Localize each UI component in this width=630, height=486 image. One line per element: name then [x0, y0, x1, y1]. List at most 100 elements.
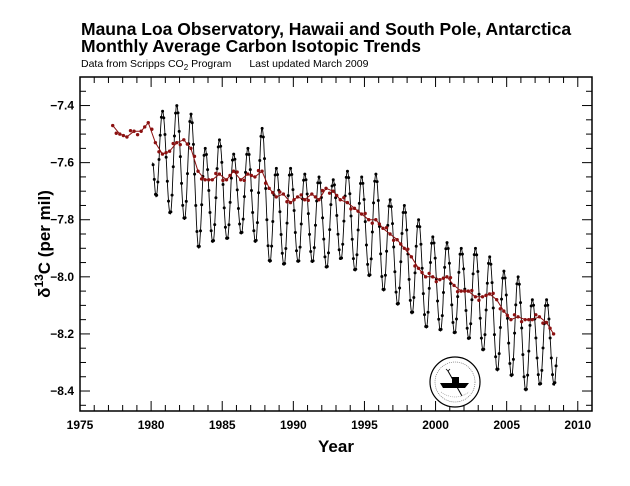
mauna-loa-point: [263, 157, 267, 161]
mauna-loa-point: [487, 261, 491, 265]
mauna-loa-point: [260, 126, 264, 130]
south-pole-point: [438, 277, 442, 282]
mauna-loa-point: [459, 246, 463, 250]
x-tick-label: 1980: [138, 418, 165, 432]
mauna-loa-point: [456, 295, 460, 299]
mauna-loa-point: [231, 158, 235, 162]
mauna-loa-point: [249, 189, 253, 193]
mauna-loa-point: [458, 252, 462, 256]
plot-frame: [79, 76, 593, 412]
mauna-loa-point: [502, 269, 506, 273]
mauna-loa-point: [359, 182, 363, 186]
mauna-loa-point: [245, 152, 249, 156]
mauna-loa-point: [318, 181, 322, 185]
south-pole-point: [242, 178, 246, 183]
x-tick-label: 1985: [209, 418, 236, 432]
south-pole-point: [402, 246, 406, 250]
south-pole-point: [502, 309, 506, 313]
y-tick-label: −8.4: [50, 384, 74, 398]
south-pole-point: [512, 313, 517, 317]
south-pole-point: [381, 226, 385, 230]
south-pole-point: [441, 276, 446, 280]
south-pole-point: [185, 142, 190, 146]
mauna-loa-point: [514, 303, 518, 307]
mauna-loa-point: [522, 375, 526, 379]
mauna-loa-point: [204, 152, 208, 156]
mauna-loa-point: [247, 152, 251, 156]
mauna-loa-point: [548, 336, 552, 340]
south-pole-point: [182, 138, 186, 142]
mauna-loa-point: [306, 212, 310, 216]
mauna-loa-point: [382, 287, 386, 291]
south-pole-point: [274, 195, 278, 199]
mauna-loa-point: [543, 304, 547, 308]
mauna-loa-point: [541, 346, 545, 350]
mauna-loa-point: [551, 373, 555, 377]
mauna-loa-point: [385, 249, 389, 253]
mauna-loa-point: [366, 262, 370, 266]
mauna-loa-point: [536, 373, 540, 377]
mauna-loa-point: [305, 192, 309, 196]
mauna-loa-point: [451, 320, 455, 324]
mauna-loa-point: [162, 116, 166, 120]
mauna-loa-point: [246, 146, 250, 150]
mauna-loa-point: [217, 138, 221, 142]
south-pole-point: [121, 133, 126, 138]
mauna-loa-point: [322, 237, 326, 241]
source-suffix: Program: [188, 58, 232, 70]
mauna-loa-point: [274, 166, 278, 170]
mauna-loa-point: [200, 203, 204, 207]
south-pole-point: [534, 313, 538, 317]
mauna-loa-point: [407, 277, 411, 281]
south-pole-point: [125, 135, 129, 139]
mauna-loa-point: [444, 247, 448, 251]
south-pole-point: [203, 178, 207, 182]
mauna-loa-point: [341, 242, 345, 246]
mauna-loa-point: [471, 272, 475, 276]
south-pole-point: [288, 200, 293, 205]
south-pole-point: [292, 198, 296, 202]
south-pole-point: [384, 226, 389, 230]
mauna-loa-point: [194, 204, 198, 208]
south-pole-point: [285, 200, 289, 204]
mauna-loa-point: [279, 232, 283, 236]
mauna-loa-point: [476, 269, 480, 273]
mauna-loa-point: [505, 316, 509, 320]
south-pole-point: [150, 127, 154, 131]
south-pole-point: [480, 295, 485, 299]
mauna-loa-point: [244, 170, 248, 174]
mauna-loa-point: [295, 249, 299, 253]
mauna-loa-point: [392, 245, 396, 249]
mauna-loa-point: [309, 249, 313, 253]
mauna-loa-point: [404, 210, 408, 214]
mauna-loa-point: [489, 262, 493, 266]
mauna-loa-point: [427, 286, 431, 290]
mauna-loa-point: [457, 270, 461, 274]
mauna-loa-point: [532, 303, 536, 307]
mauna-loa-point: [483, 333, 487, 337]
south-pole-point: [523, 317, 527, 322]
mauna-loa-point: [418, 225, 422, 229]
south-pole-point: [495, 297, 499, 302]
mauna-loa-point: [425, 324, 429, 328]
south-pole-point: [374, 218, 378, 222]
south-pole-point: [448, 275, 453, 280]
mauna-loa-point: [375, 180, 379, 184]
mauna-loa-point: [396, 301, 400, 305]
mauna-loa-point: [172, 134, 176, 138]
mauna-loa-point: [357, 201, 361, 205]
south-pole-point: [530, 317, 534, 322]
mauna-loa-point: [228, 200, 232, 204]
mauna-loa-point: [431, 235, 435, 239]
south-pole-point: [395, 238, 399, 242]
mauna-loa-point: [355, 253, 359, 257]
south-pole-point: [367, 218, 371, 222]
mauna-loa-point: [492, 333, 496, 337]
mauna-loa-point: [336, 232, 340, 236]
mauna-loa-point: [497, 352, 501, 356]
mauna-loa-point: [159, 115, 163, 119]
south-pole-point: [246, 172, 250, 176]
mauna-loa-point: [264, 186, 268, 190]
mauna-loa-point: [298, 245, 302, 249]
south-pole-point: [299, 193, 303, 197]
